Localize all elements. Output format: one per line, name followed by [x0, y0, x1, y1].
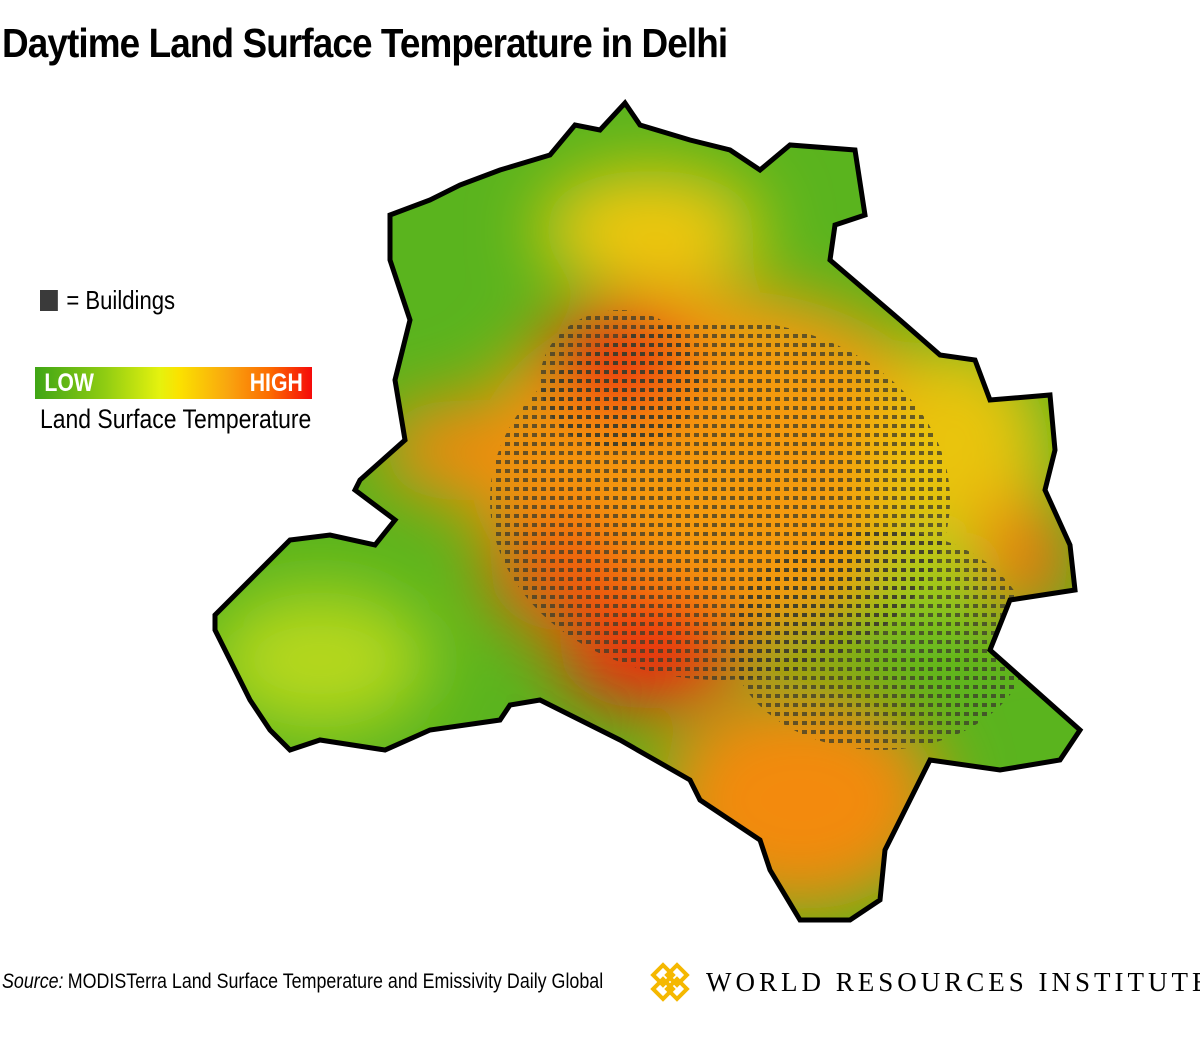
buildings-swatch-icon: [40, 290, 58, 311]
source-text: MODISTerra Land Surface Temperature and …: [67, 970, 604, 993]
wri-logo-text: WORLD RESOURCES INSTITUTE: [706, 966, 1200, 997]
temperature-surface: [215, 103, 1080, 920]
buildings-legend: = Buildings: [40, 285, 175, 316]
source-note: Source: MODISTerra Land Surface Temperatu…: [2, 970, 603, 994]
map-title: Daytime Land Surface Temperature in Delh…: [2, 20, 728, 66]
ramp-high-label: HIGH: [249, 368, 303, 397]
wri-logo: WORLD RESOURCES INSTITUTE: [648, 960, 1200, 1004]
buildings-legend-label: = Buildings: [66, 285, 176, 315]
temperature-color-ramp: LOW HIGH: [35, 367, 312, 399]
ramp-label: Land Surface Temperature: [40, 404, 312, 434]
source-prefix: Source:: [2, 970, 64, 993]
wri-knot-icon: [650, 962, 690, 1002]
ramp-low-label: LOW: [44, 368, 94, 397]
buildings-layer: [490, 310, 1030, 750]
